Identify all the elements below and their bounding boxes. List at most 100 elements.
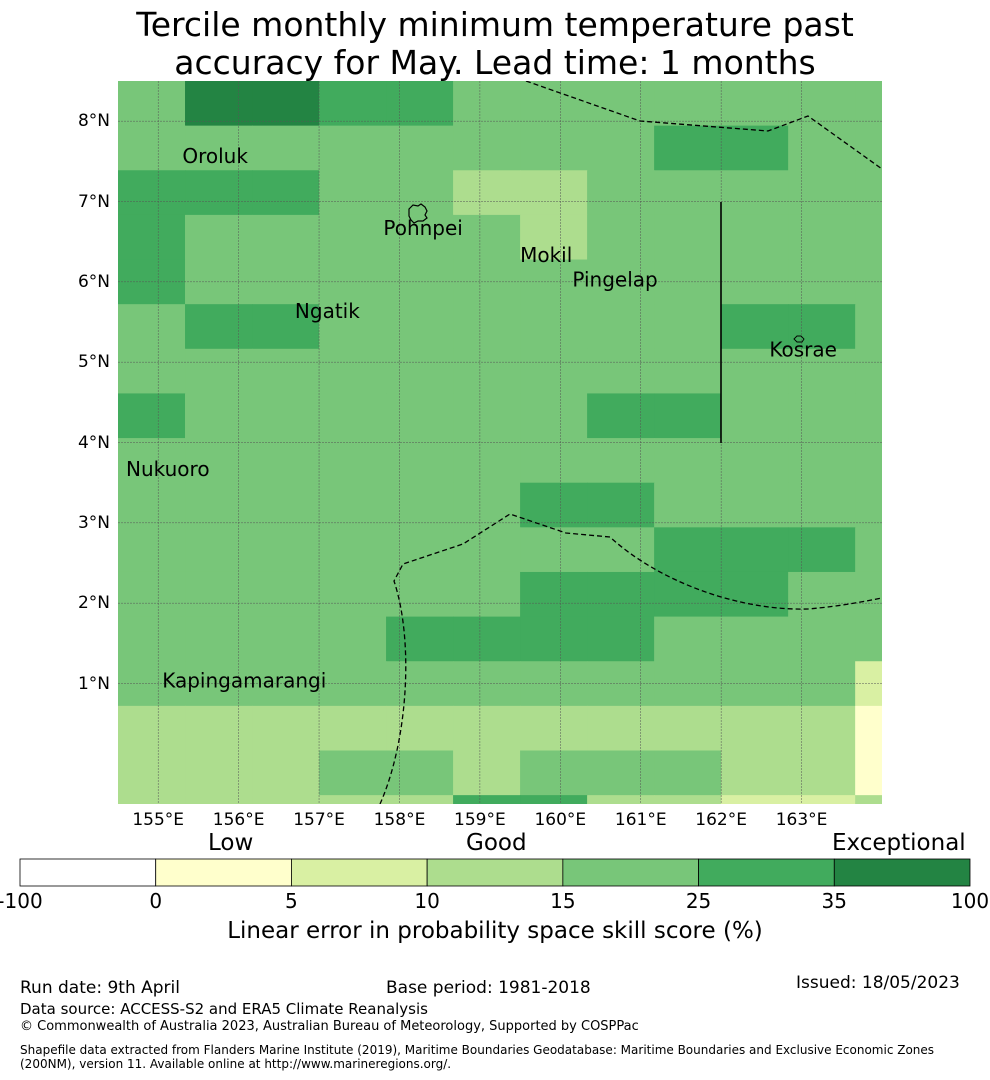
grid-cell [520,661,588,707]
grid-cell [520,705,588,752]
grid-cell [520,527,588,573]
colorbar-tick-label: 35 [821,889,848,913]
grid-cell [252,125,320,171]
latitude-tick-label: 3°N [77,512,110,533]
grid-cell [386,81,454,127]
grid-cell [654,214,722,261]
grid-cell [855,661,882,707]
grid-cell [319,571,387,618]
grid-cell [721,170,789,216]
grid-cell [118,571,186,618]
skill-grid-cells [118,81,882,804]
grid-cell [453,214,521,261]
grid-cell [319,616,387,662]
grid-cell [788,661,856,707]
grid-cell [453,438,521,484]
grid-cell [118,527,186,573]
grid-cell [654,259,722,305]
colorbar-tick-label: 100 [950,889,990,913]
grid-cell [118,170,186,216]
place-label: Pohnpei [383,216,463,240]
grid-cell [319,750,387,796]
grid-cell [587,527,655,573]
grid-cell [721,304,789,350]
grid-cell [855,750,882,796]
grid-cell [453,393,521,439]
grid-cell [587,81,655,127]
place-label: Ngatik [295,299,360,323]
grid-cell [453,616,521,662]
grid-cell [721,661,789,707]
grid-cell [520,750,588,796]
grid-cell [185,438,253,484]
grid-cell [654,661,722,707]
grid-cell [654,616,722,662]
grid-cell [386,705,454,752]
grid-cell [453,81,521,127]
grid-cell [386,571,454,618]
grid-cell [855,571,882,618]
grid-cell [185,571,253,618]
grid-cell [453,170,521,216]
grid-cell [252,795,320,804]
latitude-tick-label: 2°N [77,593,110,614]
grid-cell [654,125,722,171]
grid-cell [185,125,253,171]
grid-cell [587,304,655,350]
colorbar-title: Linear error in probability space skill … [227,918,763,944]
longitude-tick-label: 161°E [614,810,667,830]
grid-cell [587,661,655,707]
colorbar-segment [155,858,292,887]
grid-cell [788,348,856,395]
grid-cell [386,795,454,804]
grid-cell [185,214,253,261]
grid-cell [319,482,387,528]
place-label: Oroluk [182,144,248,168]
grid-cell [319,795,387,804]
latitude-tick-label: 8°N [77,111,110,132]
grid-cell [453,527,521,573]
grid-cell [721,348,789,395]
grid-cell [721,616,789,662]
grid-cell [721,81,789,127]
chart-title: Tercile monthly minimum temperature past… [0,6,990,82]
colorbar-segment [833,858,971,887]
grid-cell [721,125,789,171]
grid-cell [855,259,882,305]
grid-cell [654,750,722,796]
grid-cell [855,393,882,439]
grid-cell [118,438,186,484]
grid-cell [319,259,387,305]
grid-cell [855,348,882,395]
grid-cell [118,482,186,528]
grid-cell [788,438,856,484]
grid-cell [386,750,454,796]
grid-cell [654,170,722,216]
grid-cell [386,348,454,395]
grid-cell [654,81,722,127]
grid-cell [185,348,253,395]
grid-cell [386,661,454,707]
grid-cell [788,750,856,796]
shapefile-credit-line-1: Shapefile data extracted from Flanders M… [20,1043,935,1057]
grid-cell [453,259,521,305]
grid-cell [788,795,856,804]
grid-cell [587,795,655,804]
grid-cell [118,259,186,305]
grid-cell [252,571,320,618]
grid-cell [520,795,588,804]
longitude-tick-label: 157°E [293,810,345,830]
grid-cell [654,795,722,804]
grid-cell [587,750,655,796]
category-good-label: Good [466,830,527,856]
grid-cell [855,214,882,261]
grid-cell [252,705,320,752]
latitude-tick-label: 5°N [77,352,110,373]
category-low-label: Low [208,830,254,856]
colorbar-tick-label: 15 [550,889,576,913]
grid-cell [788,482,856,528]
latitude-tick-label: 7°N [77,191,110,212]
grid-cell [788,705,856,752]
grid-cell [185,393,253,439]
eez-boundary-south [379,513,882,804]
